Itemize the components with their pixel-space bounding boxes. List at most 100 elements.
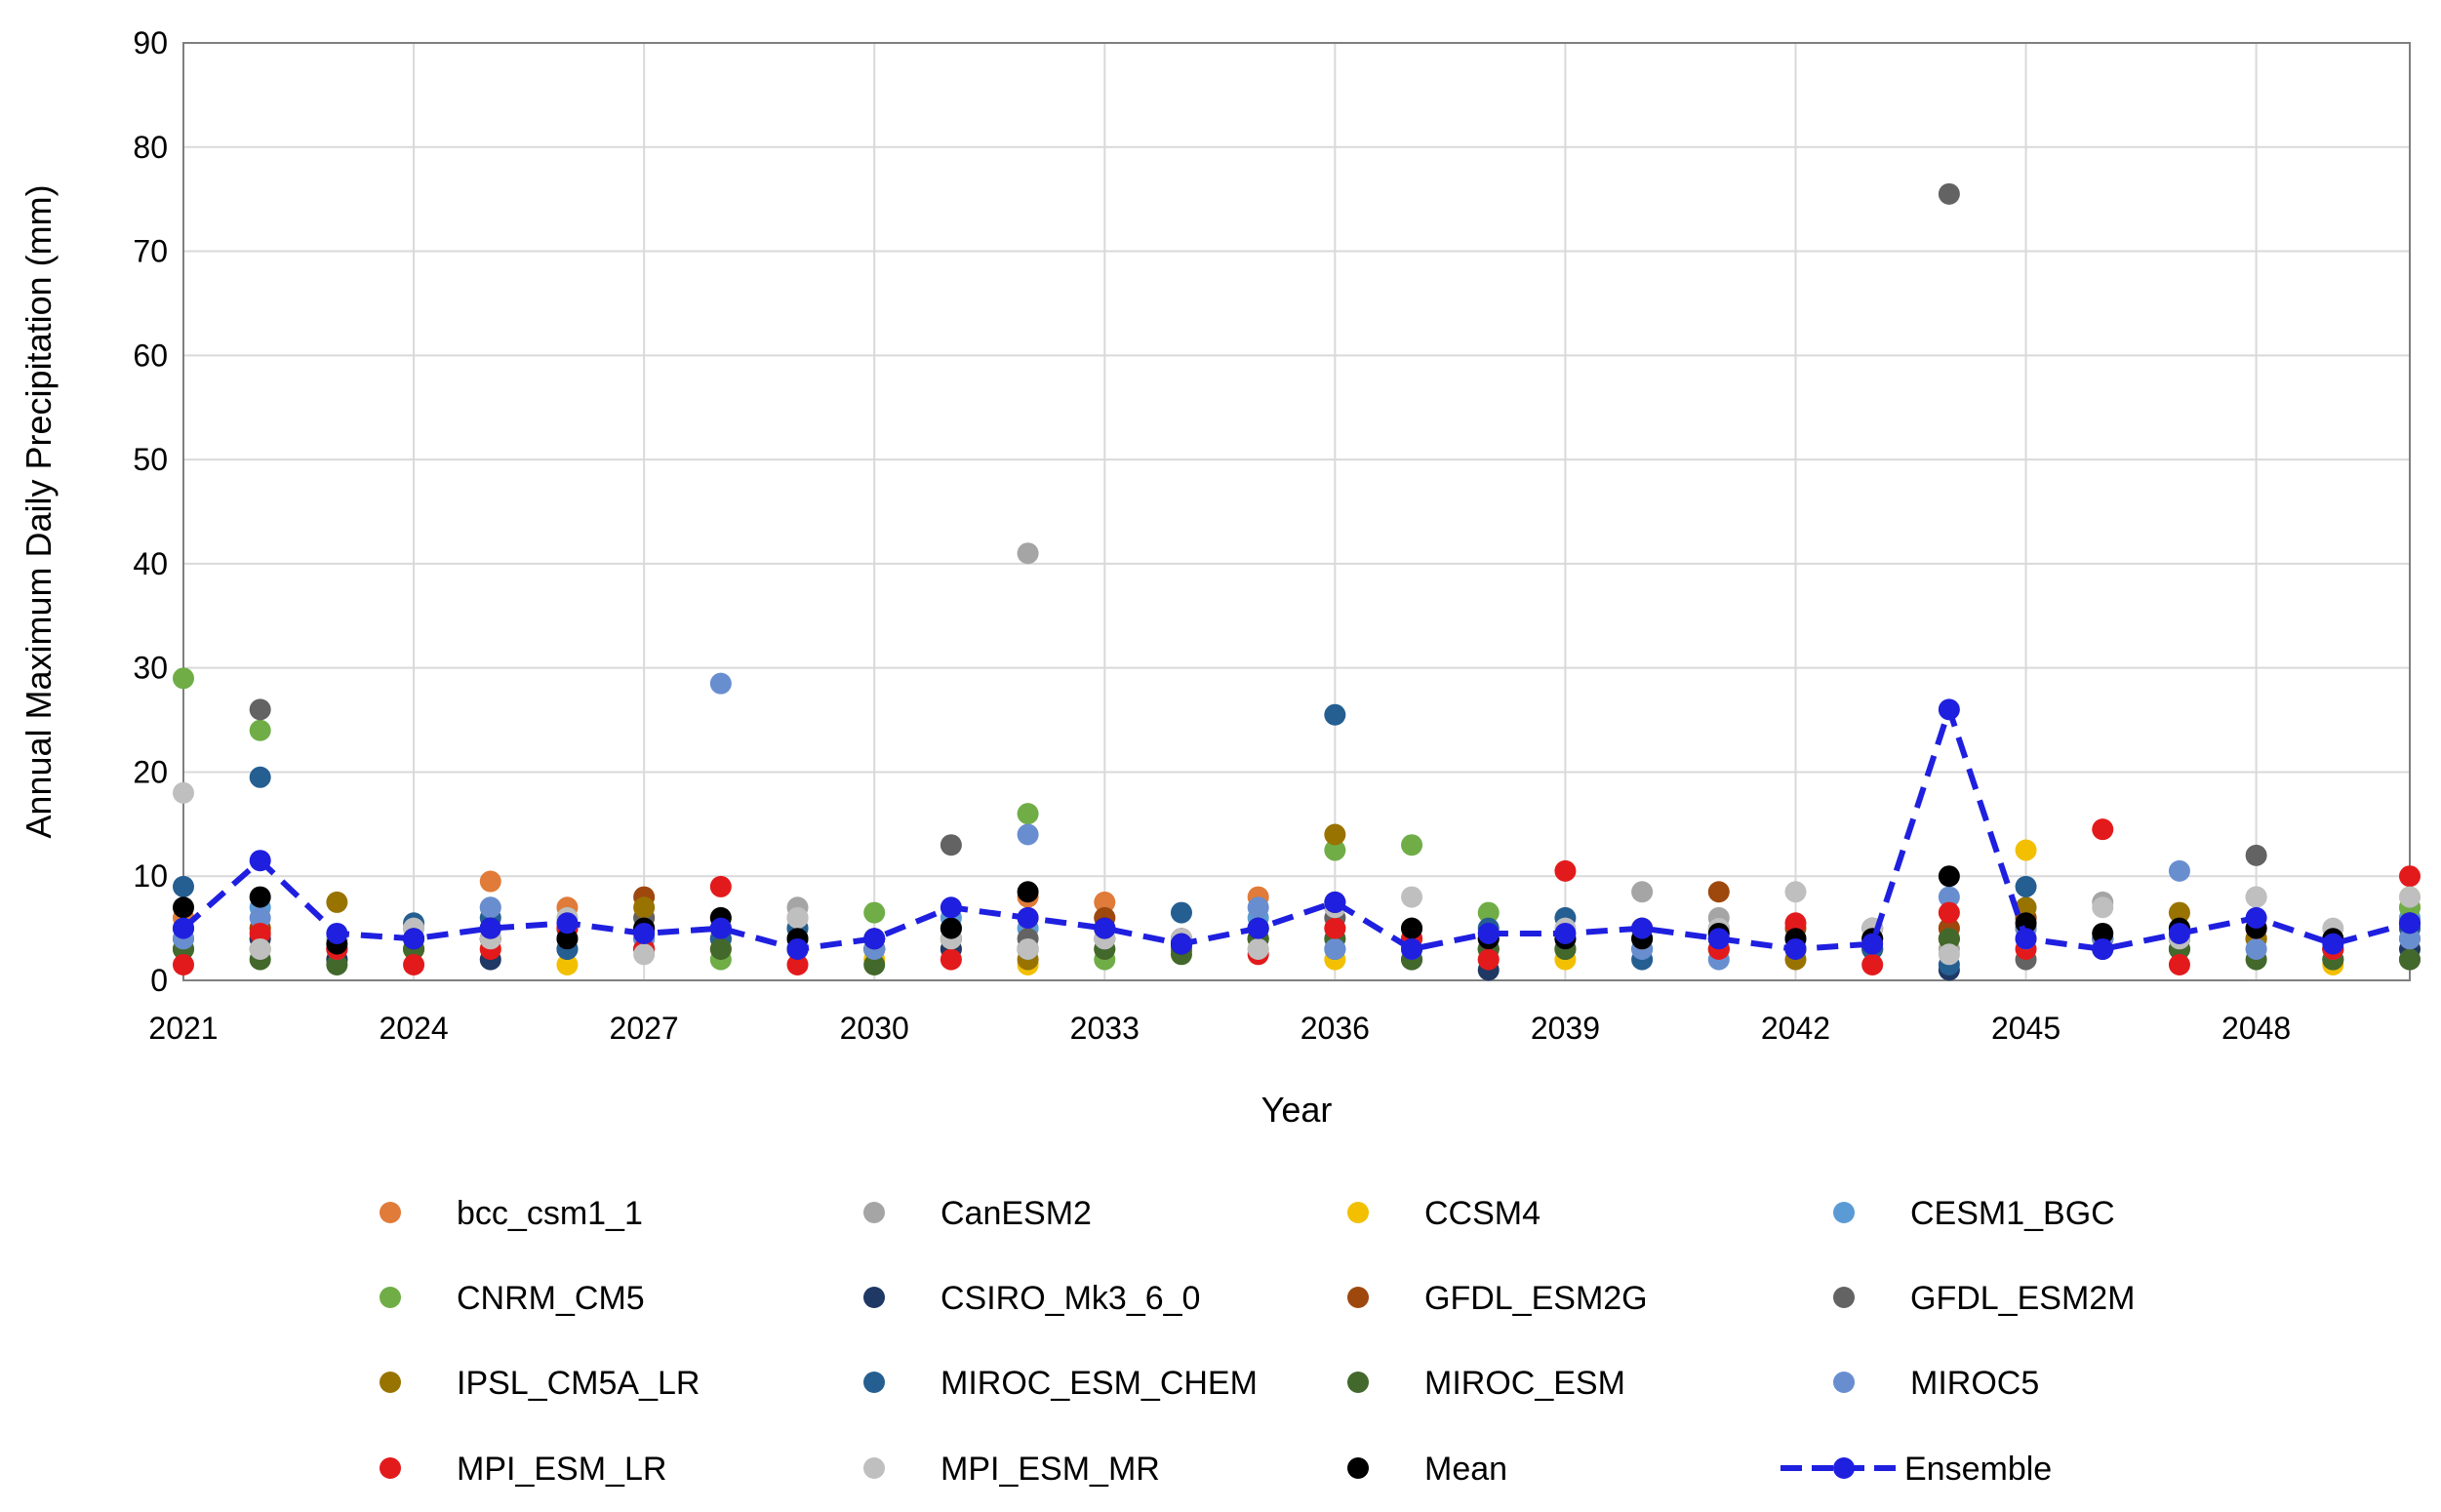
legend-marker [380, 1457, 401, 1479]
legend-marker [1347, 1372, 1369, 1393]
point-ccsm4-2045 [2015, 839, 2037, 861]
legend-item-miroc-esm-chem: MIROC_ESM_CHEM [863, 1365, 1258, 1402]
point-mpi-esm-lr-2024 [403, 953, 425, 975]
point-ensemble-2035 [1247, 917, 1269, 939]
point-cnrm-cm5-2022 [249, 719, 271, 741]
legend-marker [1347, 1202, 1369, 1223]
point-mean-2022 [249, 886, 271, 908]
legend-label: CESM1_BGC [1910, 1195, 2115, 1232]
point-ensemble-2031 [940, 896, 962, 919]
point-mpi-esm-mr-2048 [2245, 886, 2267, 908]
point-mean-2021 [173, 896, 194, 919]
point-ensemble-2021 [173, 917, 194, 939]
legend-marker [1833, 1457, 1855, 1479]
y-tick-label: 20 [133, 754, 168, 789]
point-ensemble-2022 [249, 850, 271, 872]
legend-label: CCSM4 [1424, 1195, 1541, 1232]
point-miroc-esm-2044 [1938, 928, 1960, 950]
legend-label: MPI_ESM_MR [940, 1451, 1160, 1488]
x-tick-label: 2021 [148, 1011, 218, 1046]
point-mean-2032 [1017, 881, 1039, 903]
x-tick-label: 2030 [840, 1011, 909, 1046]
y-tick-label: 0 [150, 963, 168, 998]
point-ipsl-cm5a-lr-2047 [2168, 901, 2190, 924]
point-mpi-esm-lr-2029 [786, 953, 809, 975]
point-ensemble-2050 [2399, 912, 2421, 935]
legend-item-miroc5: MIROC5 [1833, 1365, 2039, 1402]
legend-label: MIROC_ESM [1424, 1365, 1625, 1402]
legend-item-gfdl-esm2m: GFDL_ESM2M [1833, 1280, 2136, 1317]
point-cnrm-cm5-2030 [863, 901, 886, 924]
point-miroc5-2048 [2245, 937, 2267, 960]
point-mpi-esm-lr-2039 [1554, 859, 1577, 882]
point-ensemble-2043 [1861, 933, 1884, 955]
point-mpi-esm-mr-2022 [249, 937, 271, 960]
x-axis-title: Year [1261, 1090, 1333, 1130]
point-ensemble-2040 [1631, 917, 1654, 939]
legend-label: GFDL_ESM2M [1910, 1280, 2136, 1317]
legend-item-miroc-esm: MIROC_ESM [1347, 1365, 1625, 1402]
point-miroc5-2035 [1247, 896, 1269, 919]
legend-item-ipsl-cm5a-lr: IPSL_CM5A_LR [380, 1365, 700, 1402]
point-ensemble-2023 [326, 922, 348, 944]
point-miroc5-2028 [709, 672, 732, 695]
legend-marker [863, 1457, 885, 1479]
point-miroc-esm-chem-2036 [1324, 703, 1346, 726]
point-cnrm-cm5-2036 [1324, 839, 1346, 861]
point-miroc-esm-2050 [2399, 948, 2421, 971]
y-tick-label: 10 [133, 858, 168, 894]
legend-label: IPSL_CM5A_LR [457, 1365, 700, 1402]
legend-label: MPI_ESM_LR [457, 1451, 666, 1488]
point-mpi-esm-lr-2022 [249, 922, 271, 944]
legend-item-canesm2: CanESM2 [863, 1195, 1092, 1232]
y-tick-label: 80 [133, 130, 168, 165]
series-ensemble [173, 698, 2421, 960]
point-mpi-esm-mr-2035 [1247, 937, 1269, 960]
point-ensemble-2042 [1784, 937, 1807, 960]
legend-item-cnrm-cm5: CNRM_CM5 [380, 1280, 645, 1317]
legend-marker [1833, 1372, 1855, 1393]
point-ensemble-2026 [556, 912, 579, 935]
point-mpi-esm-mr-2050 [2399, 886, 2421, 908]
point-ensemble-2030 [863, 928, 886, 950]
point-miroc-esm-chem-2022 [249, 766, 271, 788]
point-cnrm-cm5-2037 [1401, 834, 1423, 856]
point-miroc-esm-2023 [326, 953, 348, 975]
point-cnrm-cm5-2038 [1477, 901, 1500, 924]
x-tick-label: 2027 [610, 1011, 679, 1046]
point-ensemble-2041 [1707, 928, 1730, 950]
point-mpi-esm-lr-2046 [2092, 818, 2114, 841]
legend-label: bcc_csm1_1 [457, 1195, 643, 1232]
point-canesm2-2032 [1017, 542, 1039, 565]
x-tick-label: 2036 [1301, 1011, 1370, 1046]
legend-item-csiro-mk3-6-0: CSIRO_Mk3_6_0 [863, 1280, 1200, 1317]
x-tick-label: 2045 [1991, 1011, 2061, 1046]
x-tick-label: 2033 [1070, 1011, 1140, 1046]
point-mean-2031 [940, 917, 962, 939]
y-axis-title: Annual Maximum Daily Precipitation (mm) [19, 184, 59, 838]
point-miroc5-2050 [2399, 928, 2421, 950]
y-tick-label: 90 [133, 25, 168, 60]
x-tick-label: 2042 [1761, 1011, 1830, 1046]
point-miroc-esm-chem-2034 [1170, 901, 1192, 924]
point-ensemble-2033 [1094, 917, 1116, 939]
point-mpi-esm-mr-2042 [1784, 881, 1807, 903]
point-mean-2037 [1401, 917, 1423, 939]
point-ipsl-cm5a-lr-2045 [2015, 896, 2037, 919]
point-gfdl-esm2m-2048 [2245, 844, 2267, 866]
legend-marker [863, 1372, 885, 1393]
point-ensemble-2047 [2168, 922, 2190, 944]
point-mpi-esm-lr-2050 [2399, 865, 2421, 888]
legend-label: CSIRO_Mk3_6_0 [940, 1280, 1200, 1317]
point-mean-2044 [1938, 865, 1960, 888]
legend-item-ensemble: Ensemble [1781, 1451, 2052, 1488]
point-ensemble-2049 [2322, 933, 2344, 955]
point-mpi-esm-lr-2028 [709, 875, 732, 897]
point-canesm2-2040 [1631, 881, 1654, 903]
point-ensemble-2036 [1324, 891, 1346, 913]
point-miroc-esm-chem-2021 [173, 875, 194, 897]
point-mpi-esm-mr-2021 [173, 781, 194, 804]
point-cnrm-cm5-2021 [173, 667, 194, 690]
point-mpi-esm-mr-2046 [2092, 896, 2114, 919]
